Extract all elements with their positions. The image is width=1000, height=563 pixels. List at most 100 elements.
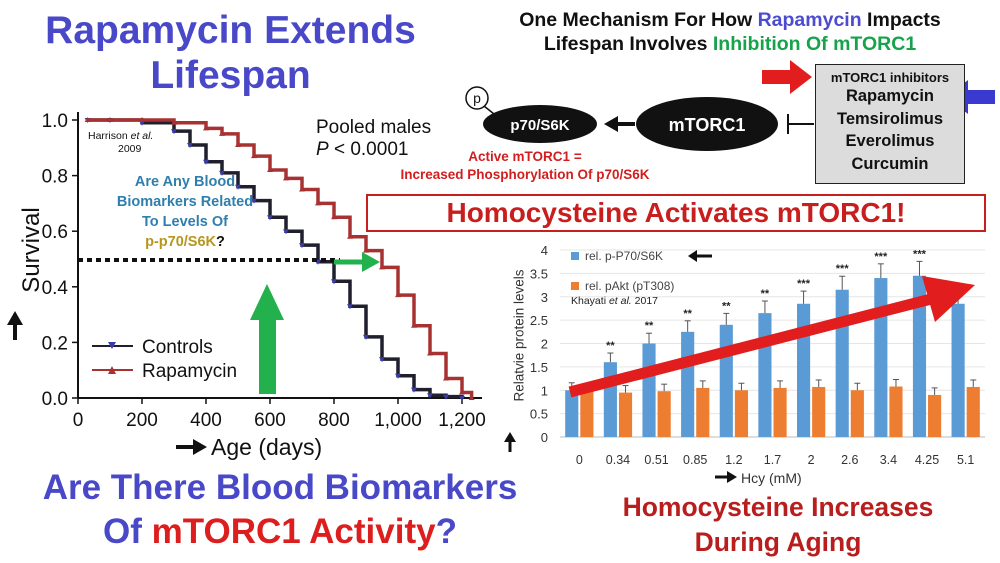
bio-q-mark: ? (216, 234, 225, 250)
p70-bar (951, 303, 965, 437)
rapamycin-point (251, 153, 257, 159)
p70-bar (874, 278, 888, 437)
mtorc1-ellipse (636, 97, 778, 151)
bar-chart: 00.511.522.533.540 0.34 0.51 0.85 1.2 1.7 2 2.6… (504, 243, 985, 486)
y-tick-label: 0 (541, 430, 548, 445)
hcy-label: Hcy (mM) (741, 470, 802, 486)
rapamycin-point (283, 175, 289, 181)
bio-q-line4: p-p70/S6K (145, 234, 217, 250)
pakt-bar (696, 387, 710, 437)
controls-point (347, 304, 353, 310)
survival-chart: 0 200 400 600 800 1,000 1,200 0.0 0.2 0.4 0.6 0.8 1.… (7, 111, 486, 460)
significance-label: *** (913, 248, 927, 260)
active-note-line2: Increased Phosphorylation Of p70/S6K (400, 167, 650, 182)
legend-p70: rel. p-P70/S6K (585, 249, 663, 263)
p70-bar (835, 289, 849, 437)
homocysteine-aging-caption: Homocysteine Increases During Aging (568, 490, 988, 560)
x-tick-label: 2.6 (841, 453, 858, 467)
y-tick-label: 4 (541, 243, 548, 258)
x-tick-label: 2 (808, 453, 815, 467)
y-tick-label: 0.0 (42, 389, 68, 410)
bio-q-line3: To Levels Of (142, 214, 228, 230)
rapamycin-point (219, 130, 225, 136)
p70-ellipse (483, 105, 597, 143)
rapamycin-point (84, 117, 91, 122)
harrison-name: Harrison (88, 130, 131, 142)
rapamycin-point (468, 395, 475, 400)
rapamycin-point (411, 322, 417, 328)
pakt-bar (734, 390, 748, 437)
y-tick-label: 0.6 (42, 222, 68, 243)
y-tick-label: 0.2 (42, 333, 68, 354)
rapamycin-point (267, 167, 273, 173)
inhibitor-item: Temsirolimus (836, 109, 944, 128)
mtorc1-label: mTORC1 (669, 115, 746, 135)
legend-controls: Controls (142, 337, 213, 358)
age-label: Age (days) (211, 434, 322, 460)
rapamycin-point (299, 186, 305, 192)
controls-point (411, 387, 417, 393)
controls-point (395, 373, 401, 379)
y-tick-label: 2 (541, 337, 548, 352)
mech-part1: One Mechanism For How (519, 9, 758, 31)
main-title-line2: Lifespan (150, 54, 311, 97)
controls-point (139, 120, 145, 126)
significance-label: ** (761, 288, 770, 300)
pakt-bar (928, 394, 942, 437)
significance-label: ** (645, 320, 654, 332)
p70-bar (758, 313, 772, 437)
x-tick-label: 0.34 (606, 453, 630, 467)
mechanism-title: One Mechanism For How Rapamycin Impacts … (470, 8, 990, 56)
phospho-label: p (473, 90, 481, 106)
harrison-etal: et al. (130, 130, 154, 142)
harrison-year: 2009 (118, 143, 142, 155)
bottom-r-line2: During Aging (694, 527, 862, 557)
controls-point (235, 184, 241, 190)
controls-point (203, 159, 209, 165)
p70-bar (603, 362, 617, 437)
x-tick-label: 3.4 (880, 453, 897, 467)
inhibitors-header: mTORC1 inhibitors (830, 70, 950, 85)
inhibitors-box: mTORC1 inhibitors Rapamycin Temsirolimus… (815, 64, 965, 184)
bottom-q-line1: Are There Blood Biomarkers (42, 468, 518, 507)
active-note-line1: Active mTORC1 = (468, 149, 582, 164)
p70-bar (565, 390, 579, 437)
survival-label-arrow (7, 311, 23, 340)
age-axis-label: Age (days) (176, 434, 322, 460)
x-tick-label: 800 (318, 410, 350, 431)
p70-bar (642, 343, 656, 437)
controls-point (171, 129, 177, 135)
rapamycin-point (427, 350, 433, 356)
bar-legend: rel. p-P70/S6K rel. pAkt (pT308) (571, 249, 712, 293)
controls-point (251, 198, 257, 204)
main-title: Rapamycin Extends Lifespan (8, 8, 453, 98)
pakt-bar (580, 391, 594, 437)
x-tick-label: 1,200 (438, 410, 486, 431)
hcy-axis-label: Hcy (mM) (715, 470, 802, 486)
significance-label: *** (836, 263, 850, 275)
controls-point (299, 243, 305, 249)
y-tick-label: 3.5 (530, 266, 548, 281)
x-tick-label: 600 (254, 410, 286, 431)
mech-inhibition: Inhibition Of mTORC1 (712, 33, 917, 55)
x-tick-label: 5.1 (957, 453, 974, 467)
p-value: < 0.0001 (328, 139, 409, 160)
rapamycin-point (139, 117, 145, 122)
x-tick-label: 0 (73, 410, 84, 431)
khayati-etal: et al. (608, 295, 632, 307)
pakt-bar (773, 387, 787, 437)
significance-label: ** (683, 308, 692, 320)
controls-point (267, 215, 273, 221)
phospho-circle (465, 86, 489, 110)
rapamycin-point (107, 117, 113, 122)
green-horizontal-arrow (334, 252, 380, 272)
y-tick-label: 1.0 (42, 111, 68, 132)
p70-bar (797, 303, 811, 437)
controls-point (187, 143, 193, 149)
significance-label: ** (722, 300, 731, 312)
main-title-line1: Rapamycin Extends (45, 9, 416, 52)
inhibitor-item: Curcumin (851, 154, 929, 173)
x-tick-label: 400 (190, 410, 222, 431)
pakt-bar (657, 391, 671, 437)
